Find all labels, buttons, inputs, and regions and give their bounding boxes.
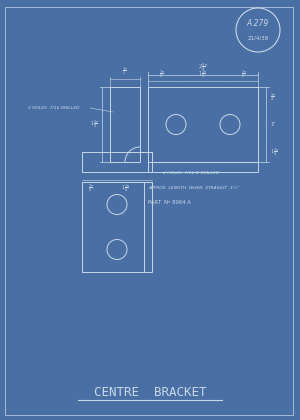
Text: $\frac{7}{8}$": $\frac{7}{8}$"	[241, 68, 247, 80]
Text: 1": 1"	[270, 122, 275, 127]
Text: PART  Nº 8064 A: PART Nº 8064 A	[148, 200, 191, 205]
Text: 2 HOLES  7/16 DRILLED: 2 HOLES 7/16 DRILLED	[28, 106, 80, 110]
Text: $\frac{3}{4}$": $\frac{3}{4}$"	[270, 91, 277, 103]
Text: $\frac{7}{8}$": $\frac{7}{8}$"	[159, 68, 165, 80]
Text: A 279: A 279	[247, 19, 269, 29]
Text: $\frac{7}{8}$": $\frac{7}{8}$"	[88, 182, 94, 194]
Text: 1$\frac{3}{4}$": 1$\frac{3}{4}$"	[270, 146, 280, 158]
Bar	[82, 152, 152, 172]
Text: 2$\frac{3}{4}$": 2$\frac{3}{4}$"	[198, 61, 208, 73]
Text: 1$\frac{1}{4}$": 1$\frac{1}{4}$"	[198, 68, 208, 80]
Text: 1$\frac{3}{4}$": 1$\frac{3}{4}$"	[90, 119, 100, 130]
Text: CENTRE  BRACKET: CENTRE BRACKET	[94, 386, 206, 399]
Bar	[82, 182, 152, 272]
Text: 21/4/38: 21/4/38	[248, 36, 268, 40]
Text: 1$\frac{3}{4}$": 1$\frac{3}{4}$"	[121, 182, 131, 194]
Bar	[110, 87, 140, 162]
Bar	[148, 162, 258, 172]
Text: APPROX  LENGTH  WHEN  STRAIGHT  3¾": APPROX LENGTH WHEN STRAIGHT 3¾"	[148, 186, 239, 190]
Bar	[148, 87, 258, 162]
Text: 2 HOLES  7/16 D DRILLED: 2 HOLES 7/16 D DRILLED	[163, 171, 219, 175]
Text: $\frac{1}{2}$": $\frac{1}{2}$"	[122, 66, 128, 77]
